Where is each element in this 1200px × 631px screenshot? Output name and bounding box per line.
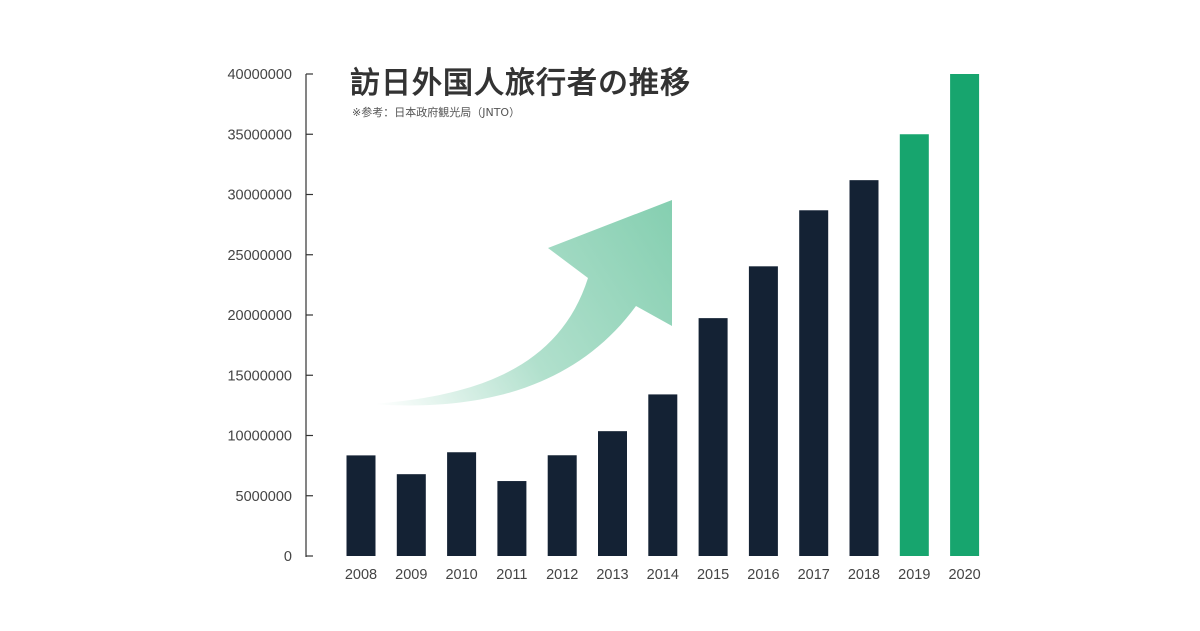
y-tick-label: 40000000 — [227, 67, 292, 83]
bar-2010 — [447, 452, 477, 556]
x-tick-label: 2013 — [596, 567, 628, 583]
bar-2019 — [899, 134, 929, 556]
bar-2012 — [547, 455, 577, 556]
x-tick-label: 2010 — [445, 567, 477, 583]
x-tick-label: 2019 — [898, 567, 930, 583]
y-tick-label: 10000000 — [227, 429, 292, 445]
x-tick-label: 2008 — [345, 567, 377, 583]
x-tick-label: 2020 — [948, 567, 980, 583]
rising-arrow — [372, 200, 672, 406]
bar-2020 — [950, 74, 980, 556]
x-tick-label: 2009 — [395, 567, 427, 583]
bar-2013 — [598, 431, 627, 556]
bar-2014 — [648, 394, 678, 556]
bars — [346, 74, 980, 556]
bar-2011 — [497, 481, 527, 556]
x-tick-label: 2016 — [747, 567, 779, 583]
bar-2018 — [849, 180, 879, 556]
bar-2017 — [799, 210, 829, 556]
x-tick-label: 2018 — [848, 567, 880, 583]
y-tick-label: 15000000 — [227, 368, 292, 384]
y-tick-label: 30000000 — [227, 188, 292, 204]
y-tick-label: 0 — [284, 549, 292, 565]
chart-title: 訪日外国人旅行者の推移 — [350, 66, 691, 101]
chart-subtitle: ※参考：日本政府観光局（JNTO） — [352, 106, 521, 119]
bar-2009 — [396, 474, 426, 556]
y-tick-label: 35000000 — [227, 127, 292, 143]
bar-2008 — [346, 455, 376, 556]
tick-labels: 0 5000000 10000000 15000000 20000000 25000000… — [227, 67, 980, 583]
y-tick-label: 20000000 — [227, 308, 292, 324]
x-tick-label: 2011 — [496, 567, 527, 583]
x-tick-label: 2012 — [546, 567, 578, 583]
x-tick-label: 2015 — [697, 567, 729, 583]
bar-2016 — [748, 266, 778, 556]
x-tick-label: 2017 — [798, 567, 830, 583]
y-tick-label: 5000000 — [236, 489, 292, 505]
x-tick-label: 2014 — [647, 567, 679, 583]
axes — [305, 73, 313, 557]
y-tick-label: 25000000 — [227, 248, 292, 264]
bar-2015 — [698, 318, 728, 556]
